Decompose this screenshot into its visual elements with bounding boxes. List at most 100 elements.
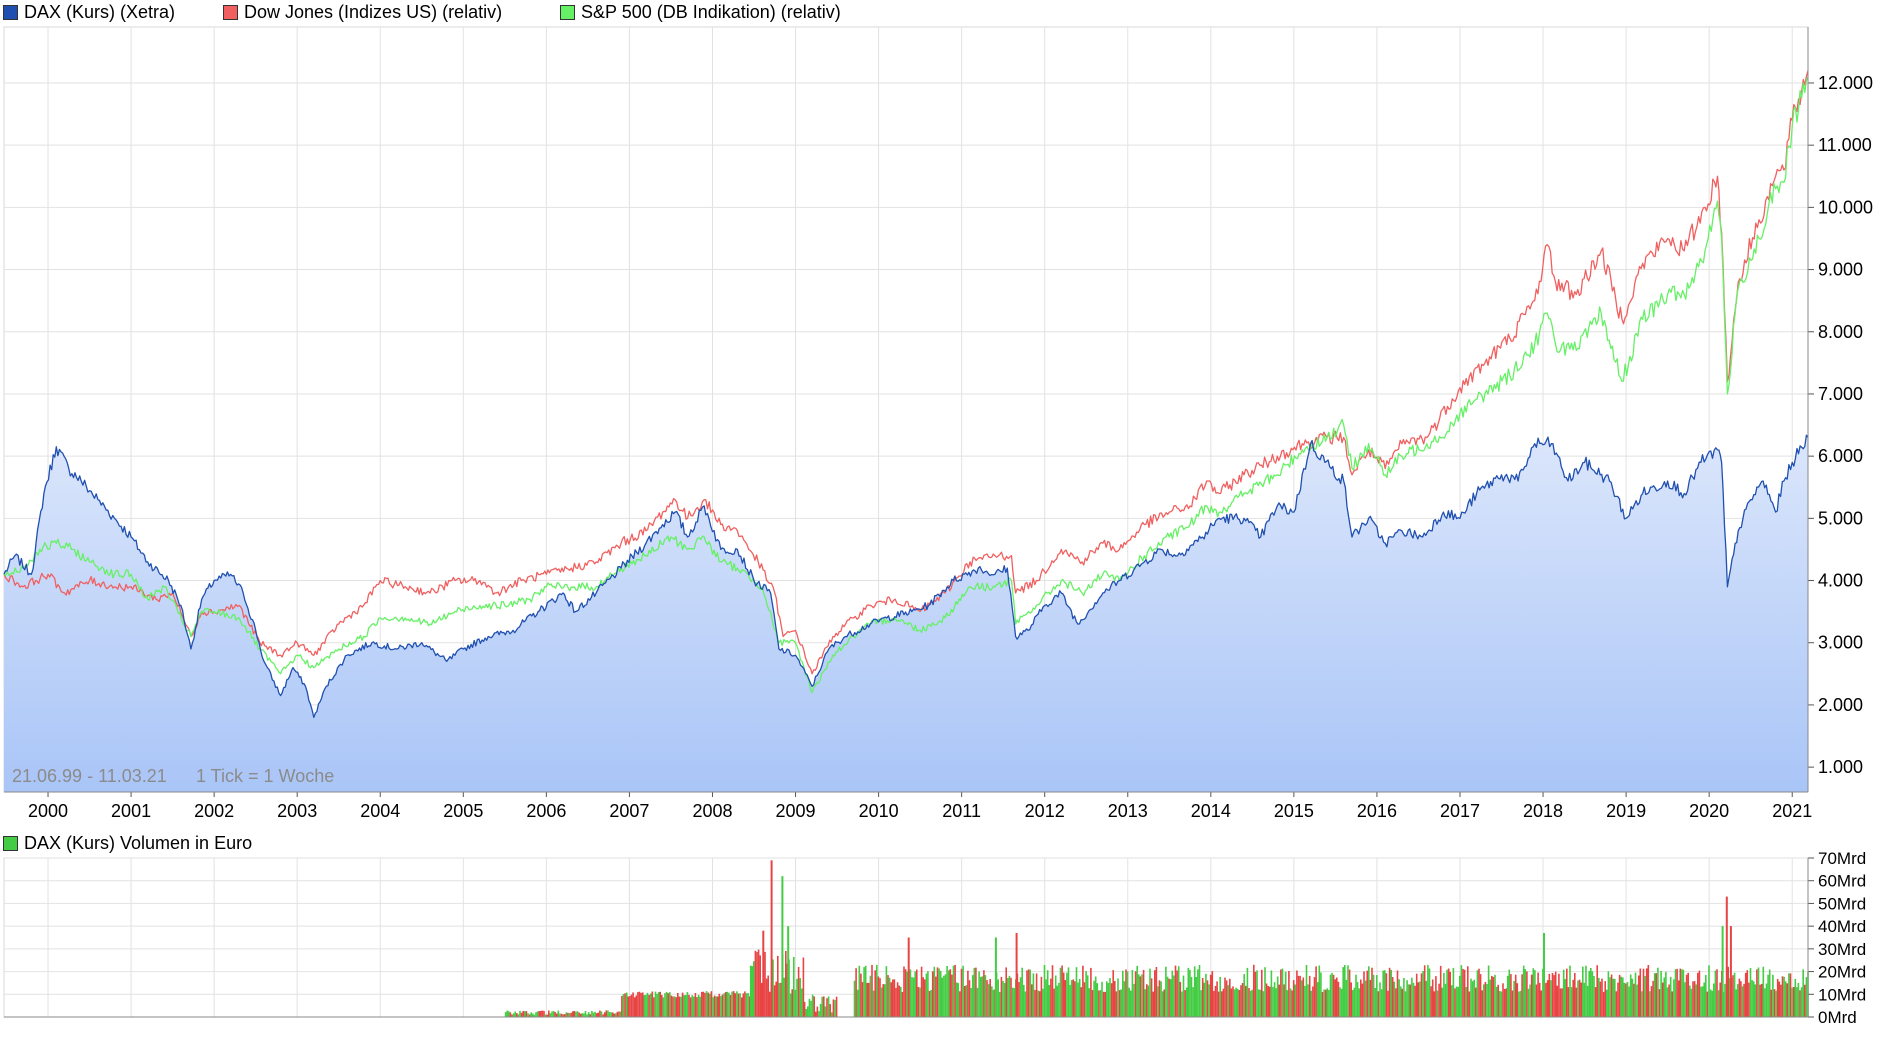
volume-bar [592,1012,595,1017]
volume-bar [1741,986,1744,1017]
volume-bar [1059,967,1062,1017]
volume-bar [1061,965,1063,1017]
volume-bar [761,982,763,1017]
volume-bar [1342,967,1344,1017]
volume-bar [938,968,940,1017]
y-tick-label: 6.000 [1818,446,1863,466]
volume-bar [975,967,977,1017]
volume-bar [1780,984,1782,1017]
legend-dow-label: Dow Jones (Indizes US) (relativ) [244,1,503,22]
volume-bar [1307,984,1309,1017]
volume-bar [622,994,625,1017]
x-tick-label: 2008 [692,801,732,821]
volume-bar [1476,970,1479,1017]
volume-bar [1241,983,1244,1017]
volume-bar [1499,991,1501,1017]
volume-bar [785,951,787,1017]
volume-bar [1387,990,1389,1017]
y-tick-label: 5.000 [1818,508,1863,528]
volume-bar [1556,985,1559,1017]
volume-bar [1344,965,1346,1017]
volume-bar [740,997,743,1017]
volume-bar [511,1014,513,1017]
volume-bar [1773,989,1776,1017]
volume-bar [1585,965,1587,1017]
volume-bar [1735,989,1737,1017]
volume-bar [1189,969,1191,1017]
volume-bar [1733,972,1736,1017]
volume-bar [826,998,828,1017]
volume-bar [1695,984,1697,1017]
volume-bar [1778,981,1781,1017]
volume-bar [1762,966,1765,1017]
volume-bar [1256,970,1258,1017]
volume-bar [1580,982,1582,1017]
volume-bar [1484,982,1487,1017]
volume-bar [1334,979,1336,1017]
vol-y-tick-label: 10Mrd [1818,985,1866,1004]
volume-bar [1668,984,1670,1017]
volume-bar [603,1012,606,1017]
volume-bar [1269,986,1271,1017]
volume-bar [1620,976,1622,1017]
volume-bar [1177,966,1180,1017]
volume-bar [1035,973,1038,1017]
volume-bar [1267,986,1269,1017]
volume-bar [1435,976,1437,1017]
volume-bar [1217,991,1220,1017]
volume-bar [1195,977,1198,1017]
volume-bar [1187,967,1190,1017]
volume-bar [1768,969,1771,1017]
volume-bar [1703,982,1705,1017]
volume-bar [1502,983,1504,1017]
volume-bar [1401,988,1404,1017]
volume-bar [1743,983,1745,1017]
volume-bar [1198,965,1201,1017]
volume-bar [925,973,928,1017]
volume-bar [1534,970,1536,1017]
volume-bar [1184,990,1186,1017]
volume-bar [1628,986,1630,1017]
volume-bar [607,1010,609,1017]
volume-bar [1032,973,1035,1017]
volume-bar [594,1011,596,1017]
volume-bar [1431,979,1434,1017]
volume-bar [1524,969,1527,1017]
volume-bar [1297,975,1300,1017]
volume-bar [1125,969,1127,1017]
volume-bar [504,1012,507,1017]
volume-bar [895,987,897,1017]
volume-bar [589,1014,592,1017]
volume-bar [575,1011,577,1017]
volume-bar [546,1014,548,1017]
volume-bar [691,995,693,1017]
legend-dow-jones: Dow Jones (Indizes US) (relativ) [223,1,502,23]
volume-bar [952,965,955,1017]
volume-bar [1139,976,1142,1017]
volume-bar [1508,969,1511,1017]
volume-bar [1713,983,1715,1017]
volume-bar [860,973,862,1017]
x-tick-label: 2015 [1274,801,1314,821]
volume-bar [1027,969,1030,1017]
volume-bar [530,1012,532,1017]
volume-bar [1393,981,1396,1017]
volume-bar [1623,982,1626,1017]
volume-bar [506,1010,508,1017]
volume-bar [1566,968,1568,1017]
volume-bar [1010,977,1012,1017]
volume-bar [1168,978,1170,1017]
volume-bar [1245,985,1247,1017]
volume-spike [1721,926,1724,1017]
volume-bar [999,991,1001,1017]
volume-bar [1751,980,1753,1017]
volume-bar [742,993,745,1017]
volume-bar [1465,986,1467,1017]
volume-bar [1612,978,1614,1017]
volume-bar [1738,978,1741,1017]
volume-bar [811,994,814,1017]
volume-bar [904,969,907,1017]
volume-bar [1229,978,1231,1017]
volume-bar [1251,989,1253,1017]
volume-bar [1537,972,1539,1017]
